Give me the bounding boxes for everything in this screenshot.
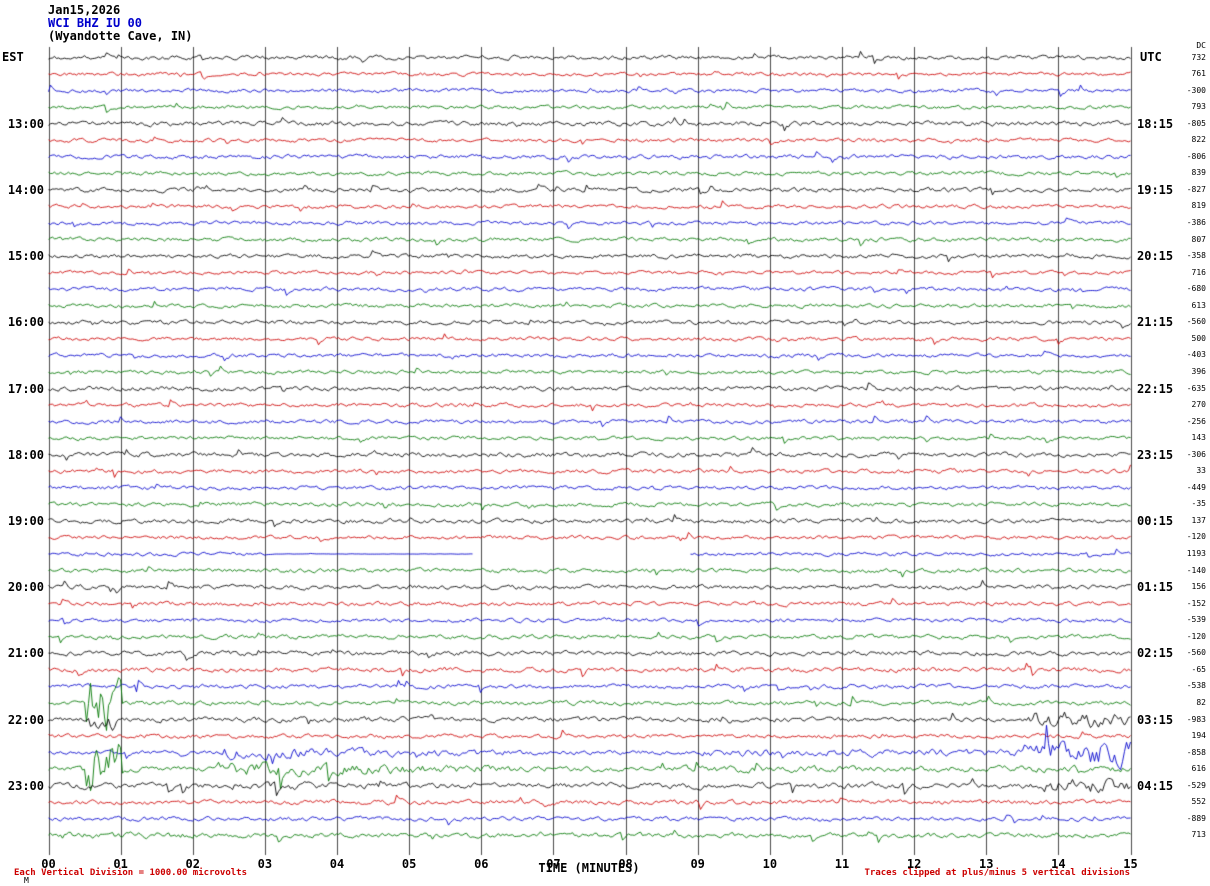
x-tick-label: 00 [41,857,56,871]
dc-offset-value: 793 [1191,102,1206,112]
dc-offset-value: 613 [1191,300,1206,310]
dc-offset-value: -805 [1186,118,1206,128]
dc-offset-value: -806 [1186,151,1206,161]
x-tick-label: 07 [546,857,561,871]
dc-offset-value: 396 [1191,366,1206,376]
dc-offset-value: -140 [1186,565,1206,575]
header-date: Jan15,2026 [48,3,121,17]
dc-offset-value: 82 [1196,697,1206,707]
left-time-label: 20:00 [7,580,44,595]
dc-offset-value: -538 [1186,681,1206,691]
x-tick-label: 09 [690,857,705,871]
dc-offset-value: -120 [1186,532,1206,542]
footer-left-note: Each Vertical Division = 1000.00 microvo… [14,868,247,878]
dc-offset-value: 137 [1191,515,1206,525]
header-location: (Wyandotte Cave, IN) [48,29,193,43]
left-time-label: 22:00 [7,712,44,727]
dc-offset-value: -152 [1186,598,1206,608]
dc-offset-value: 552 [1191,797,1206,807]
left-time-label: 18:00 [7,447,44,462]
left-time-label: 17:00 [7,381,44,396]
right-time-label: 02:15 [1137,646,1174,661]
dc-offset-value: -827 [1186,184,1206,194]
x-tick-label: 13 [978,857,994,871]
right-time-label: 23:15 [1137,447,1174,462]
dc-offset-value: 732 [1191,52,1206,62]
right-time-label: 21:15 [1137,315,1174,330]
x-tick-label: 01 [113,857,128,871]
x-axis-title: TIME (MINUTES) [538,861,640,875]
dc-offset-value: -560 [1186,317,1206,327]
x-tick-label: 06 [474,857,489,871]
dc-offset-value: 500 [1191,333,1206,343]
dc-offset-value: 33 [1196,466,1206,476]
corner-mark: M [24,876,29,885]
dc-offset-value: 819 [1191,201,1206,211]
dc-offset-value: 156 [1191,582,1206,592]
left-time-label: 21:00 [7,646,44,661]
x-tick-label: 10 [762,857,778,871]
left-time-label: 19:00 [7,513,44,528]
left-time-label: 16:00 [7,315,44,330]
x-tick-label: 14 [1051,857,1066,871]
dc-offset-value: 839 [1191,168,1206,178]
right-axis-title: UTC [1140,50,1162,64]
dc-offset-value: -858 [1186,747,1206,757]
x-tick-label: 05 [401,857,417,871]
x-tick-label: 03 [257,857,273,871]
dc-offset-value: 716 [1191,267,1206,277]
dc-offset-value: -358 [1186,251,1206,261]
header-station: WCI BHZ IU 00 [48,16,142,30]
right-time-label: 03:15 [1137,712,1174,727]
dc-offset-value: -256 [1186,416,1206,426]
dc-offset-value: 194 [1191,731,1206,741]
dc-offset-value: 822 [1191,135,1206,145]
dc-offset-value: -449 [1186,482,1206,492]
x-tick-label: 04 [329,857,345,871]
left-time-label: 13:00 [7,116,44,131]
right-time-label: 00:15 [1137,513,1174,528]
dc-offset-value: -983 [1186,714,1206,724]
dc-column-header: DC [1196,41,1206,50]
x-tick-label: 15 [1123,857,1138,871]
left-time-label: 23:00 [7,778,44,793]
right-time-label: 01:15 [1137,580,1174,595]
dc-offset-value: -386 [1186,218,1206,227]
right-time-label: 18:15 [1137,116,1174,131]
dc-offset-value: 1193 [1186,549,1206,558]
dc-offset-value: -35 [1191,499,1206,509]
dc-offset-value: -65 [1191,664,1206,674]
right-time-label: 04:15 [1137,778,1174,793]
dc-offset-value: -403 [1186,350,1206,360]
right-time-label: 20:15 [1137,249,1174,264]
dc-offset-value: -306 [1186,449,1206,459]
x-tick-label: 02 [185,857,200,871]
footer-right-note: Traces clipped at plus/minus 5 vertical … [864,868,1130,878]
x-tick-label: 08 [618,857,633,871]
dc-offset-value: -680 [1186,284,1206,294]
x-tick-label: 12 [906,857,922,871]
dc-offset-value: -300 [1186,85,1206,95]
dc-offset-value: 713 [1191,830,1206,840]
x-tick-label: 11 [834,857,850,871]
dc-offset-value: -560 [1186,648,1206,658]
dc-offset-value: 143 [1191,433,1206,443]
dc-offset-value: -635 [1186,383,1206,393]
dc-offset-value: -120 [1186,631,1206,641]
dc-offset-value: 616 [1191,764,1206,774]
right-time-label: 22:15 [1137,381,1174,396]
dc-offset-value: 270 [1191,400,1206,410]
dc-offset-value: 807 [1191,234,1206,244]
dc-offset-value: -889 [1186,813,1206,823]
dc-offset-value: -529 [1186,780,1206,790]
dc-offset-value: -539 [1186,615,1206,625]
right-time-label: 19:15 [1137,182,1174,197]
left-time-label: 14:00 [7,182,44,197]
left-axis-title: EST [2,50,24,64]
left-time-label: 15:00 [7,249,44,264]
dc-offset-value: 761 [1191,69,1206,79]
